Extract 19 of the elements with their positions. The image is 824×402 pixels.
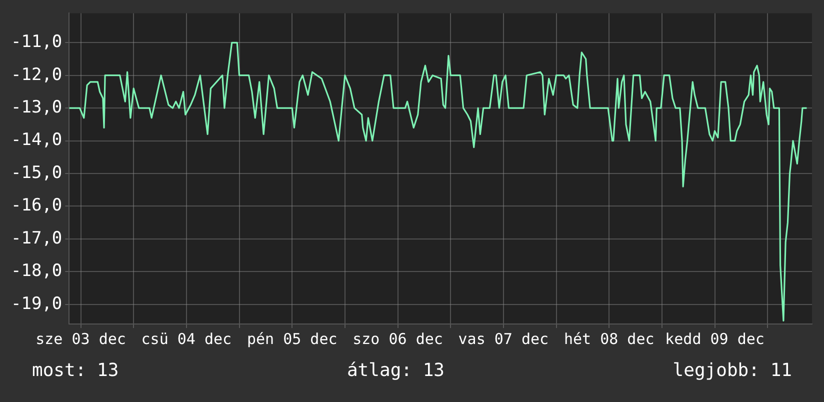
x-tick-label: hét 08 dec (564, 330, 654, 348)
y-tick-label: -13,0 (10, 98, 62, 118)
text: legjobb: 11 (672, 360, 792, 381)
text: most: 13 (32, 360, 119, 381)
x-tick-label: sze 03 dec (36, 330, 126, 348)
x-tick-label: pén 05 dec (246, 330, 338, 348)
x-tick-label: kedd 09 dec (665, 330, 764, 348)
y-tick-label: -16,0 (10, 196, 62, 216)
y-tick-label: -17,0 (10, 228, 62, 248)
x-tick-label: szo 06 dec (352, 330, 443, 348)
x-tick-label: csü 04 dec (141, 330, 232, 348)
y-tick-label: -19,0 (10, 294, 62, 314)
y-tick-label: -14,0 (10, 130, 62, 150)
y-tick-label: -18,0 (10, 261, 62, 282)
text: átlag: 13 (346, 360, 445, 381)
x-tick-label: vas 07 dec (458, 330, 549, 348)
y-tick-label: -15,0 (10, 162, 62, 183)
y-tick-label: -11,0 (10, 32, 62, 52)
y-tick-label: -12,0 (10, 64, 62, 85)
